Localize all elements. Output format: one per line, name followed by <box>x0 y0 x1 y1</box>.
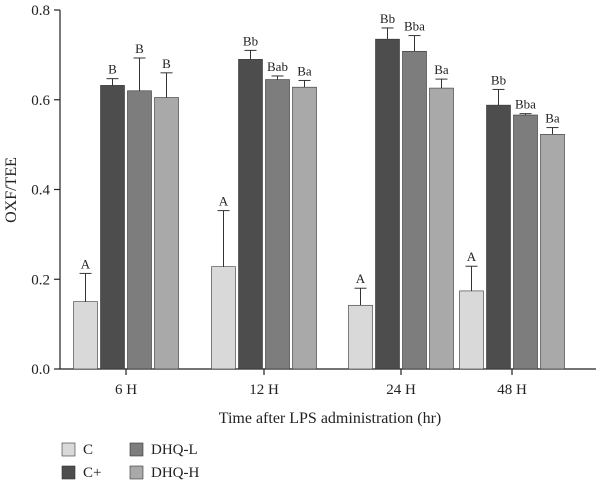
significance-label: Bba <box>515 97 536 112</box>
significance-label: Ba <box>434 62 449 77</box>
legend-swatch <box>129 465 144 480</box>
bar <box>211 266 236 370</box>
significance-label: A <box>467 249 477 264</box>
y-tick-label: 0.4 <box>31 183 50 199</box>
bar <box>73 301 98 370</box>
bar <box>402 50 427 370</box>
x-tick-label: 24 H <box>386 382 416 398</box>
bar <box>429 87 454 370</box>
y-tick-label: 0.8 <box>31 3 50 19</box>
x-tick-label: 48 H <box>497 382 527 398</box>
bar <box>486 104 511 370</box>
legend-swatch <box>61 465 76 480</box>
bar <box>238 59 263 370</box>
bar <box>100 85 125 370</box>
bar <box>513 114 538 370</box>
significance-label: Bb <box>380 11 395 26</box>
significance-label: Ba <box>297 63 312 78</box>
significance-label: A <box>356 271 366 286</box>
legend-swatch <box>61 442 76 457</box>
y-tick-label: 0.2 <box>31 272 50 288</box>
legend: C C+ DHQ-L DHQ-H <box>61 442 199 481</box>
bar <box>459 290 484 370</box>
bar <box>348 304 373 370</box>
significance-label: Bb <box>491 72 506 87</box>
bars-layer: A B B B A Bb Bab Ba A Bb Bba Ba A Bb Bba Ba <box>73 11 565 370</box>
y-tick-label: 0.0 <box>31 362 50 378</box>
significance-label: Bb <box>243 33 258 48</box>
bar <box>375 38 400 370</box>
y-axis-title: OXF/TEE <box>3 157 20 223</box>
bar <box>292 86 317 370</box>
significance-label: Ba <box>545 111 560 126</box>
significance-label: A <box>219 194 229 209</box>
significance-label: A <box>81 256 91 271</box>
significance-label: B <box>135 41 144 56</box>
y-tick-label: 0.6 <box>31 93 50 109</box>
legend-label: DHQ-H <box>151 465 199 481</box>
significance-label: Bab <box>267 59 288 74</box>
x-axis-title: Time after LPS administration (hr) <box>219 410 442 427</box>
significance-label: B <box>162 56 171 71</box>
legend-swatch <box>129 442 144 457</box>
x-tick-label: 6 H <box>115 382 137 398</box>
bar <box>265 79 290 370</box>
bar <box>154 97 179 370</box>
bar <box>540 134 565 370</box>
legend-label: DHQ-L <box>151 442 198 458</box>
legend-label: C+ <box>83 465 101 481</box>
x-tick-label: 12 H <box>249 382 279 398</box>
significance-label: B <box>108 62 117 77</box>
significance-label: Bba <box>404 19 425 34</box>
bar <box>127 90 152 370</box>
legend-label: C <box>83 442 93 458</box>
